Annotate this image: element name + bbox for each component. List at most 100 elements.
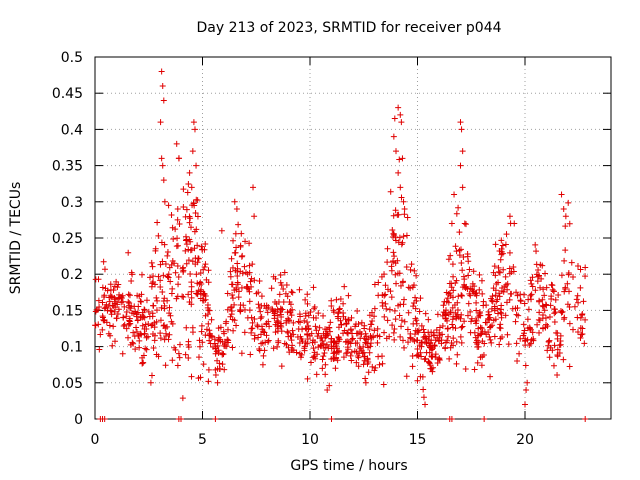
data-point [193, 290, 200, 297]
data-point [459, 292, 466, 299]
data-point [540, 303, 547, 310]
data-point [283, 281, 290, 288]
data-point [205, 320, 212, 327]
data-point [321, 349, 328, 356]
data-point [426, 360, 433, 367]
data-point [157, 317, 164, 324]
data-point [506, 296, 513, 303]
data-point [323, 341, 330, 348]
data-point [297, 319, 304, 326]
data-point [528, 296, 535, 303]
data-point [297, 333, 304, 340]
data-point [315, 310, 322, 317]
data-point [276, 291, 283, 298]
data-point [141, 314, 148, 321]
data-point [552, 309, 559, 316]
data-point [102, 304, 109, 311]
data-point [105, 330, 112, 337]
data-point [192, 261, 199, 268]
data-point [414, 377, 421, 384]
data-point [234, 281, 241, 288]
data-point [175, 350, 182, 357]
data-point [548, 281, 555, 288]
data-point [538, 275, 545, 282]
data-point [414, 337, 421, 344]
data-point [229, 295, 236, 302]
data-point [532, 241, 539, 248]
data-point [458, 339, 465, 346]
data-point [516, 350, 523, 357]
data-point [246, 307, 253, 314]
data-point [457, 162, 464, 169]
data-point [257, 308, 264, 315]
data-point [169, 285, 176, 292]
data-point [310, 284, 317, 291]
data-point [200, 291, 207, 298]
data-point [175, 155, 182, 162]
data-point [304, 375, 311, 382]
data-point [570, 326, 577, 333]
data-point [161, 305, 168, 312]
data-point [517, 297, 524, 304]
data-point [179, 293, 186, 300]
data-point [220, 328, 227, 335]
data-point [295, 325, 302, 332]
data-point [258, 293, 265, 300]
data-point [99, 284, 106, 291]
data-point [92, 322, 99, 329]
data-point [562, 247, 569, 254]
data-point [408, 261, 415, 268]
data-point [347, 352, 354, 359]
data-point [126, 315, 133, 322]
y-tick-label: 0.15 [52, 303, 83, 319]
data-point [463, 221, 470, 228]
data-point [450, 335, 457, 342]
data-point [387, 188, 394, 195]
data-point [566, 320, 573, 327]
data-point [157, 119, 164, 126]
y-tick-label: 0 [74, 412, 83, 428]
data-point [504, 331, 511, 338]
data-point [520, 321, 527, 328]
data-point [415, 329, 422, 336]
data-point [149, 310, 156, 317]
y-tick-label: 0.2 [61, 267, 83, 283]
data-point [101, 305, 108, 312]
data-point [125, 298, 132, 305]
data-point [549, 282, 556, 289]
data-point [322, 371, 329, 378]
data-point [557, 341, 564, 348]
data-point [270, 273, 277, 280]
data-point [486, 333, 493, 340]
data-point [521, 338, 528, 345]
data-point [397, 111, 404, 118]
data-point [180, 186, 187, 193]
data-point [166, 304, 173, 311]
data-point [304, 335, 311, 342]
data-point [396, 234, 403, 241]
data-point [123, 313, 130, 320]
data-point [431, 342, 438, 349]
data-point [224, 326, 231, 333]
data-point [159, 162, 166, 169]
data-point [145, 333, 152, 340]
data-point [362, 375, 369, 382]
data-point [390, 230, 397, 237]
y-tick-label: 0.25 [52, 231, 83, 247]
data-point [355, 321, 362, 328]
data-point [456, 229, 463, 236]
data-point [176, 341, 183, 348]
data-point [371, 327, 378, 334]
data-point [336, 336, 343, 343]
data-point [150, 344, 157, 351]
data-point [379, 303, 386, 310]
data-point [301, 345, 308, 352]
data-point [384, 245, 391, 252]
data-point [581, 340, 588, 347]
data-point [574, 292, 581, 299]
data-point [248, 314, 255, 321]
data-point [551, 310, 558, 317]
grid-layer [95, 57, 611, 419]
data-point [142, 345, 149, 352]
data-point [582, 273, 589, 280]
